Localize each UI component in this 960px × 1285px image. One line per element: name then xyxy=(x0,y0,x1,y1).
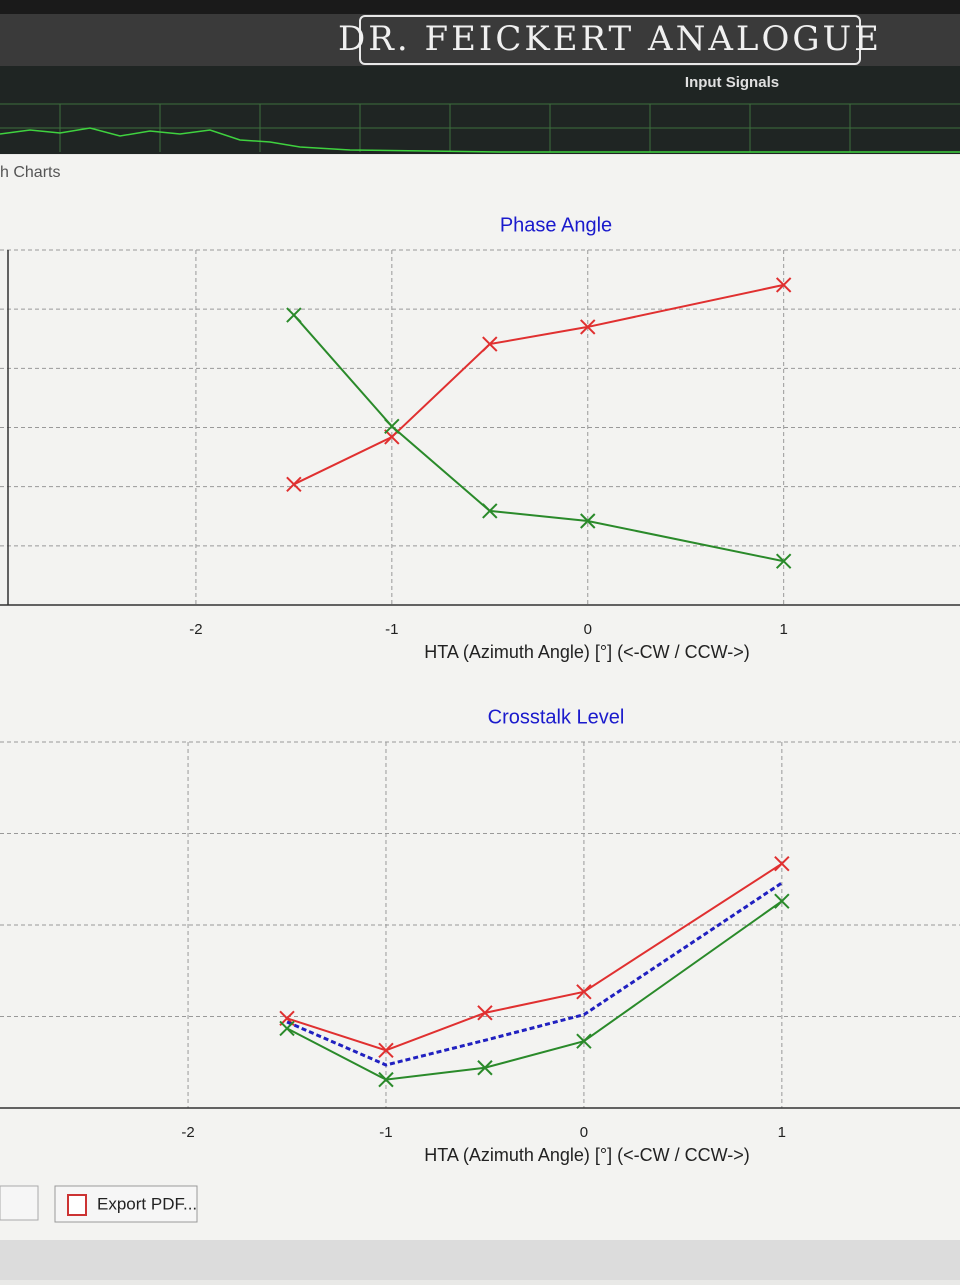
x-tick-label: 1 xyxy=(780,621,788,638)
point-marker xyxy=(286,307,302,323)
x-tick-label: -1 xyxy=(385,621,398,638)
point-marker xyxy=(774,855,790,872)
x-axis-label: HTA (Azimuth Angle) [°] (<-CW / CCW->) xyxy=(424,642,750,662)
pdf-icon xyxy=(67,1194,87,1216)
point-marker xyxy=(775,277,792,293)
export-label: Export PDF... xyxy=(97,1194,197,1213)
point-marker xyxy=(580,513,596,529)
x-tick-label: -2 xyxy=(189,621,202,638)
point-marker xyxy=(384,418,400,435)
series-line xyxy=(286,881,783,1067)
point-marker xyxy=(378,1071,394,1088)
x-tick-label: 0 xyxy=(580,1124,588,1141)
x-tick-label: 0 xyxy=(584,621,592,638)
point-marker xyxy=(279,1020,295,1037)
brand: DR. FEICKERT ANALOGUE xyxy=(338,19,882,59)
x-tick-label: -2 xyxy=(181,1124,194,1141)
x-tick-label: 1 xyxy=(778,1124,786,1141)
point-marker xyxy=(576,984,592,1000)
chart-title: Crosstalk Level xyxy=(488,706,625,728)
point-marker xyxy=(378,1042,394,1059)
panel-label: Input Signals xyxy=(685,74,779,91)
point-marker xyxy=(482,503,498,519)
footer xyxy=(0,1240,960,1280)
brand-box xyxy=(359,15,861,65)
x-axis-label: HTA (Azimuth Angle) [°] (<-CW / CCW->) xyxy=(424,1145,750,1165)
signal-strip xyxy=(0,66,960,154)
tab-label: h Charts xyxy=(0,164,60,181)
prev-button[interactable] xyxy=(0,1185,39,1221)
point-marker xyxy=(576,1033,592,1049)
point-marker xyxy=(477,1060,493,1076)
chart-title: Phase Angle xyxy=(500,214,612,236)
charts-panel xyxy=(0,155,960,1240)
signal-trace xyxy=(0,127,960,153)
point-marker xyxy=(775,553,792,569)
x-tick-label: -1 xyxy=(379,1124,392,1141)
charts: -2 -1 0 1 Phase Angle HTA (Azimuth Angle) [°]… xyxy=(0,214,960,1165)
point-marker xyxy=(774,893,790,909)
point-marker xyxy=(286,476,302,493)
point-marker xyxy=(477,1005,493,1021)
point-marker xyxy=(580,319,596,335)
header-top xyxy=(0,0,960,14)
point-marker xyxy=(482,336,498,352)
signal-grid xyxy=(0,103,960,152)
